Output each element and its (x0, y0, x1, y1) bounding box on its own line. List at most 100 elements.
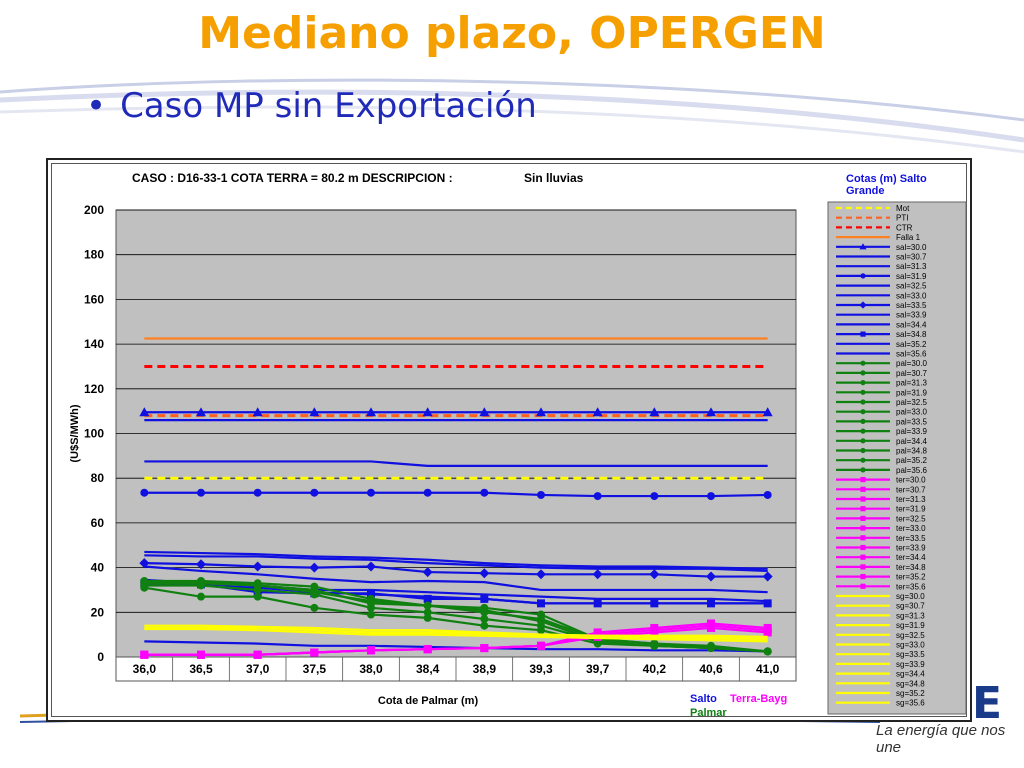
data-point (707, 644, 715, 653)
series-line (144, 550, 768, 570)
legend-label: ter=30.0 (896, 476, 926, 485)
data-point (649, 569, 660, 580)
x-axis-ticks: 36,0 36,5 37,0 37,5 38,0 38,4 38,9 39,3 39,7 40,2… (115, 656, 797, 682)
data-point (253, 650, 262, 659)
data-point (253, 592, 262, 601)
data-point (859, 243, 867, 250)
data-point (860, 389, 866, 395)
data-point (593, 492, 602, 501)
brand-tagline: La energía que nos une (876, 722, 1006, 756)
legend-entry: ter=35.6 (836, 582, 926, 591)
series-line (144, 626, 768, 656)
legend-label: ter=34.4 (896, 553, 926, 562)
legend-entry: ter=31.3 (836, 495, 926, 504)
bullet-item: • Caso MP sin Exportación (86, 86, 537, 126)
legend-entry: sg=31.3 (836, 611, 925, 620)
data-point (860, 331, 866, 337)
legend-label: sal=35.2 (896, 340, 927, 349)
data-point (537, 641, 545, 650)
legend-entry: ter=33.5 (836, 534, 926, 543)
data-point (592, 407, 603, 417)
legend-label: sal=30.0 (896, 243, 927, 252)
data-point (480, 488, 489, 497)
data-point (479, 407, 490, 417)
data-point (650, 599, 659, 608)
legend-entry: ter=31.9 (836, 505, 926, 514)
legend-entry: sal=30.7 (836, 253, 927, 262)
data-point (860, 447, 866, 454)
data-point (310, 588, 319, 597)
data-point (707, 599, 715, 608)
bullet-text: Caso MP sin Exportación (120, 86, 537, 126)
legend-label: sg=31.9 (896, 621, 925, 630)
legend-entry: sal=31.3 (836, 262, 927, 271)
brand-logo: E (972, 678, 1002, 729)
data-point (860, 554, 866, 560)
data-point (252, 407, 263, 417)
data-point (860, 583, 866, 589)
data-point (423, 594, 432, 603)
legend-label: sg=35.6 (896, 699, 925, 708)
legend-label: ter=32.5 (896, 514, 926, 523)
data-point (536, 407, 546, 417)
legend-label: sal=30.7 (896, 253, 927, 262)
legend-entry: ter=30.7 (836, 485, 926, 494)
data-point (537, 490, 545, 499)
legend-label: pal=32.5 (896, 398, 927, 407)
legend-entry: sal=33.0 (836, 291, 927, 300)
y-tick-label: 80 (91, 471, 105, 485)
data-point (763, 599, 772, 608)
y-tick-label: 140 (84, 337, 104, 351)
data-point (423, 645, 432, 654)
data-point (536, 569, 546, 580)
data-point (860, 477, 866, 483)
data-point (706, 571, 716, 582)
legend-label: pal=35.2 (896, 456, 927, 465)
data-point (309, 407, 320, 417)
legend-label: pal=33.5 (896, 417, 927, 426)
data-point (422, 407, 433, 417)
data-point (140, 650, 149, 659)
series-sal-33-9 (144, 565, 768, 594)
data-point (860, 574, 866, 580)
legend-entry: sg=33.5 (836, 650, 925, 659)
legend-entry: CTR (836, 223, 913, 232)
series-line (144, 627, 768, 643)
legend-entry: sg=30.7 (836, 602, 925, 611)
series-line (144, 565, 768, 594)
footer-label-palmar: Palmar (690, 707, 727, 719)
data-point (650, 641, 659, 650)
data-point (860, 380, 866, 386)
data-point (537, 599, 545, 608)
legend-label: sal=34.8 (896, 330, 927, 339)
data-point (422, 567, 433, 578)
x-tick-label: 38,9 (473, 662, 497, 676)
series-line (144, 582, 768, 605)
legend-entry: pal=35.6 (836, 466, 927, 475)
y-axis-label: (U$S/MWh) (69, 404, 81, 462)
bullet-dot-icon: • (86, 86, 107, 126)
legend-label: sg=35.2 (896, 689, 925, 698)
data-point (480, 594, 489, 603)
legend-entry: sal=32.5 (836, 282, 927, 291)
data-point (367, 597, 375, 606)
data-point (860, 370, 866, 376)
legend-entry: ter=32.5 (836, 514, 926, 523)
data-point (650, 492, 659, 501)
legend-label: pal=30.7 (896, 369, 927, 378)
legend-label: ter=34.8 (896, 563, 926, 572)
data-point (859, 301, 867, 309)
legend-label: ter=31.3 (896, 495, 926, 504)
data-point (860, 544, 866, 551)
legend-entry: sg=33.0 (836, 641, 925, 650)
legend-entry: pal=34.4 (836, 437, 927, 446)
data-point (423, 601, 432, 610)
data-point (423, 488, 432, 497)
legend-entry: pal=31.9 (836, 388, 927, 397)
legend-entry: sg=32.5 (836, 631, 925, 640)
data-point (423, 608, 432, 617)
legend-entry: Falla 1 (836, 233, 921, 242)
legend-label: sg=30.0 (896, 592, 925, 601)
chart-header: CASO : D16-33-1 COTA TERRA = 80.2 m DESC… (132, 171, 584, 185)
legend-entry: sal=34.4 (836, 320, 927, 329)
